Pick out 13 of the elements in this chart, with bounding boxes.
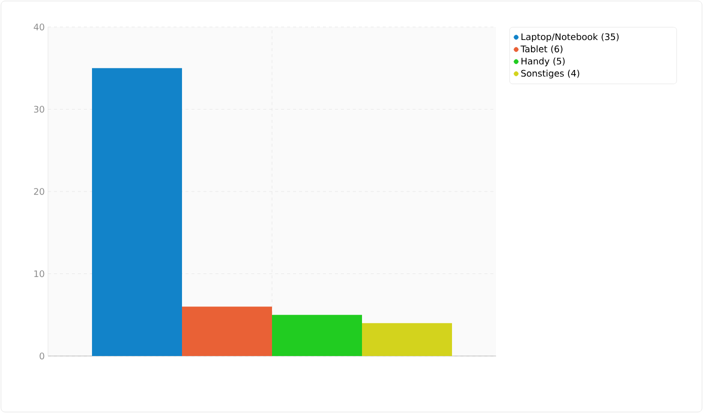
bar [182,306,272,356]
legend-label: Sonstiges (4) [521,70,580,78]
bar [272,314,362,356]
y-tick-label: 40 [34,24,44,30]
y-tick-label: 10 [34,270,44,278]
bar [92,68,182,356]
legend-label: Handy (5) [522,58,565,66]
y-tick-label: 20 [34,188,44,195]
y-tick-label: 0 [40,352,44,360]
legend-label: Tablet (6) [520,45,562,54]
bar [362,323,452,356]
y-tick-label: 30 [34,106,44,113]
legend-label: Laptop/Notebook (35) [522,33,619,42]
